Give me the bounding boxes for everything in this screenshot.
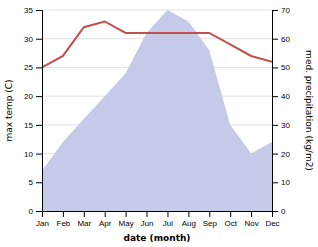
tick-label: 35 bbox=[24, 6, 33, 15]
tick: 0 bbox=[272, 207, 286, 216]
tick-label: 20 bbox=[281, 150, 290, 159]
tick: 30 bbox=[24, 35, 42, 44]
tick: Mar bbox=[77, 211, 91, 228]
tick-label: Apr bbox=[99, 219, 112, 228]
area bbox=[42, 10, 272, 211]
tick-mark bbox=[63, 211, 64, 217]
tick: Sep bbox=[203, 211, 218, 228]
grid bbox=[42, 10, 272, 211]
tick-label: 50 bbox=[281, 63, 290, 72]
tick: Apr bbox=[99, 211, 112, 228]
tick-label: Aug bbox=[182, 219, 196, 228]
axis-line bbox=[273, 11, 279, 212]
x-axis-title: date (month) bbox=[124, 233, 191, 243]
tick-label: Dec bbox=[265, 219, 279, 228]
tick: Jul bbox=[163, 211, 173, 228]
tick: 60 bbox=[272, 35, 290, 44]
tick-label: Sep bbox=[203, 219, 218, 228]
tick: 50 bbox=[272, 63, 290, 72]
tick-label: 20 bbox=[24, 92, 33, 101]
tick: Jun bbox=[141, 211, 154, 228]
tick: Jan bbox=[36, 211, 49, 228]
tick-label: Jan bbox=[36, 219, 49, 228]
plot: JanFebMarAprMayJunJulAugSepOctNovDec0510… bbox=[4, 6, 314, 243]
tick-label: Nov bbox=[244, 219, 258, 228]
x-axis: Jan Feb Mar Apr May Jun Jul Aug Sep Oct Nov Dec bbox=[36, 211, 280, 228]
tick: 10 bbox=[272, 178, 290, 187]
tick-mark bbox=[36, 211, 42, 212]
tick-label: 25 bbox=[24, 63, 33, 72]
y2-axis-title: med. precipitation (kg/m2) bbox=[304, 50, 314, 171]
tick: 5 bbox=[29, 178, 42, 187]
tick-label: Oct bbox=[224, 219, 237, 228]
tick: 15 bbox=[24, 121, 42, 130]
tick-mark bbox=[36, 125, 42, 126]
tick-label: May bbox=[119, 219, 134, 228]
tick-mark bbox=[84, 211, 85, 217]
tick-label: 60 bbox=[281, 35, 290, 44]
tick-label: 10 bbox=[24, 150, 33, 159]
tick-mark bbox=[272, 96, 278, 97]
tick-mark bbox=[209, 211, 210, 217]
chart: JanFebMarAprMayJunJulAugSepOctNovDec0510… bbox=[0, 0, 318, 247]
tick-mark bbox=[272, 211, 278, 212]
grid-line bbox=[42, 10, 272, 11]
y2-axis: 0 10 20 30 40 50 60 70 bbox=[272, 6, 290, 216]
tick-mark bbox=[36, 182, 42, 183]
axis-line bbox=[43, 212, 273, 218]
tick: 20 bbox=[272, 150, 290, 159]
tick-label: 0 bbox=[29, 207, 34, 216]
tick: May bbox=[119, 211, 134, 228]
tick-mark bbox=[36, 96, 42, 97]
tick-mark bbox=[272, 125, 278, 126]
tick-mark bbox=[272, 154, 278, 155]
tick-label: 30 bbox=[281, 121, 290, 130]
tick: 40 bbox=[272, 92, 290, 101]
marks bbox=[42, 10, 272, 211]
tick-label: Feb bbox=[57, 219, 71, 228]
tick-mark bbox=[272, 182, 278, 183]
tick-mark bbox=[36, 154, 42, 155]
tick-mark bbox=[230, 211, 231, 217]
tick-label: Jul bbox=[163, 219, 173, 228]
tick: 25 bbox=[24, 63, 42, 72]
tick: Nov bbox=[244, 211, 258, 228]
tick-label: 30 bbox=[24, 35, 33, 44]
tick-label: 10 bbox=[281, 178, 290, 187]
tick-label: Mar bbox=[77, 219, 91, 228]
tick: Dec bbox=[265, 211, 279, 228]
tick-label: 5 bbox=[29, 178, 34, 187]
tick-mark bbox=[188, 211, 189, 217]
y-axis-title: max temp (C) bbox=[4, 79, 14, 141]
tick: 35 bbox=[24, 6, 42, 15]
tick: 10 bbox=[24, 150, 42, 159]
tick-label: Jun bbox=[141, 219, 154, 228]
tick-mark bbox=[272, 10, 278, 11]
tick-mark bbox=[272, 39, 278, 40]
tick-label: 15 bbox=[24, 121, 33, 130]
tick-mark bbox=[147, 211, 148, 217]
tick-mark bbox=[36, 39, 42, 40]
tick-label: 40 bbox=[281, 92, 290, 101]
tick: 20 bbox=[24, 92, 42, 101]
tick-mark bbox=[36, 10, 42, 11]
tick: 30 bbox=[272, 121, 290, 130]
y-axis: 0 5 10 15 20 25 30 35 bbox=[24, 6, 42, 216]
axis-line bbox=[36, 11, 43, 212]
tick: 70 bbox=[272, 6, 290, 15]
tick-mark bbox=[36, 67, 42, 68]
tick: 0 bbox=[29, 207, 42, 216]
line bbox=[42, 21, 272, 67]
tick-label: 70 bbox=[281, 6, 290, 15]
tick-mark bbox=[126, 211, 127, 217]
tick: Aug bbox=[182, 211, 196, 228]
tick-mark bbox=[251, 211, 252, 217]
tick: Feb bbox=[57, 211, 71, 228]
tick-mark bbox=[105, 211, 106, 217]
tick: Oct bbox=[224, 211, 237, 228]
tick-label: 0 bbox=[281, 207, 286, 216]
tick-mark bbox=[167, 211, 168, 217]
tick-mark bbox=[272, 67, 278, 68]
